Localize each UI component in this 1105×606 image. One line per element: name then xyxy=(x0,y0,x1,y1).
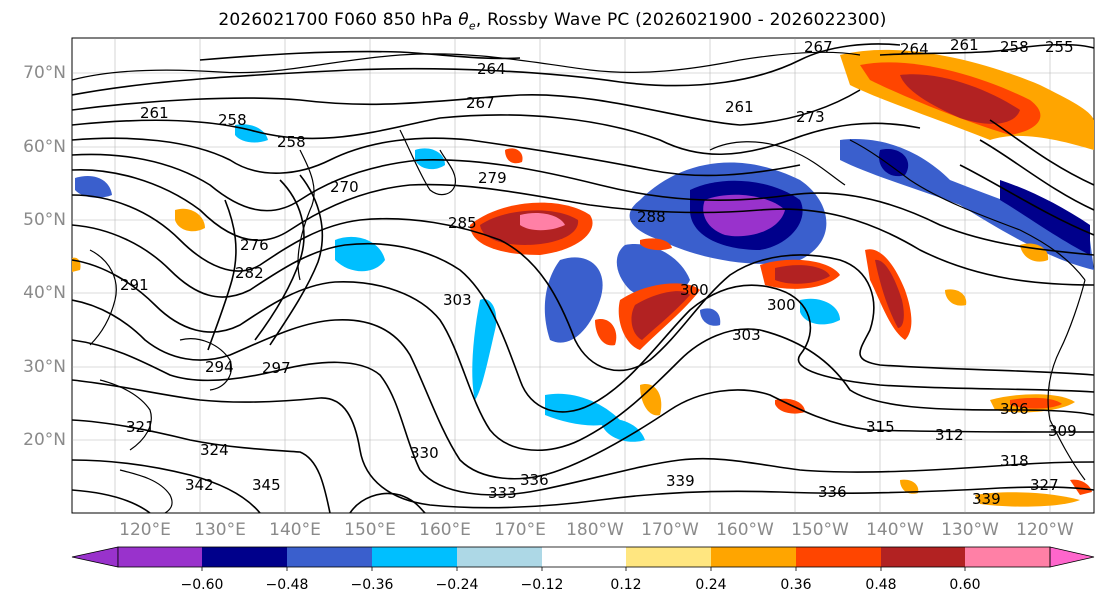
colorbar-segment xyxy=(881,547,965,567)
colorbar-segment xyxy=(626,547,711,567)
lon-label: 160°E xyxy=(419,520,471,540)
colorbar-segment xyxy=(202,547,287,567)
coastlines xyxy=(72,51,1086,513)
colorbar-low-arrow xyxy=(71,546,119,568)
colorbar-tick-label: −0.12 xyxy=(520,577,564,593)
colorbar-segment xyxy=(118,547,202,567)
map-area: 261 258 258 264 267 267 264 261 258 255 … xyxy=(72,36,1094,513)
colorbar-tick-label: 0.24 xyxy=(695,577,727,593)
lon-label: 170°W xyxy=(641,520,699,540)
contour-label: 261 xyxy=(950,36,979,54)
lon-label: 130°W xyxy=(941,520,999,540)
lon-label: 120°W xyxy=(1016,520,1074,540)
contour-label: 270 xyxy=(330,178,359,196)
contour-label: 339 xyxy=(972,490,1001,508)
map-title: 2026021700 F060 850 hPa θe, Rossby Wave … xyxy=(218,10,887,33)
contour-label-group: 261 258 258 264 267 267 264 261 258 255 … xyxy=(120,36,1077,508)
contour-label: 288 xyxy=(637,208,666,226)
contour-label: 327 xyxy=(1030,476,1059,494)
contour-label: 255 xyxy=(1045,38,1074,56)
contour-label: 303 xyxy=(732,326,761,344)
colorbar-outline xyxy=(117,546,1051,568)
contour-label: 315 xyxy=(866,418,895,436)
contour-label: 324 xyxy=(200,441,229,459)
shading-negative xyxy=(75,124,1094,442)
lon-label: 140°E xyxy=(269,520,321,540)
colorbar-tick-label: 0.36 xyxy=(780,577,812,593)
contour-label: 303 xyxy=(443,291,472,309)
colorbar-tick-label: 0.60 xyxy=(949,577,981,593)
lat-label: 20°N xyxy=(23,430,66,450)
lon-label: 140°W xyxy=(866,520,924,540)
contour-label: 279 xyxy=(478,169,507,187)
colorbar-tick-label: −0.48 xyxy=(265,577,309,593)
contour-label: 258 xyxy=(277,133,306,151)
contour-label: 258 xyxy=(218,111,247,129)
lon-label: 150°E xyxy=(344,520,396,540)
contour-label: 258 xyxy=(1000,38,1029,56)
lon-label: 170°E xyxy=(494,520,546,540)
contour-label: 330 xyxy=(410,444,439,462)
colorbar xyxy=(71,546,1095,571)
contour-label: 309 xyxy=(1048,422,1077,440)
contour-label: 318 xyxy=(1000,452,1029,470)
contour-label: 339 xyxy=(666,472,695,490)
contour-label: 300 xyxy=(680,281,709,299)
theta-e-contours xyxy=(72,43,1094,513)
contour-label: 345 xyxy=(252,476,281,494)
colorbar-tick-label: −0.24 xyxy=(435,577,479,593)
colorbar-tick-label: −0.36 xyxy=(350,577,394,593)
lat-label: 30°N xyxy=(23,357,66,377)
contour-label: 276 xyxy=(240,236,269,254)
contour-label: 294 xyxy=(205,358,234,376)
lat-label: 60°N xyxy=(23,137,66,157)
lon-label: 150°W xyxy=(791,520,849,540)
colorbar-segment xyxy=(711,547,796,567)
lon-label: 160°W xyxy=(716,520,774,540)
lon-label: 120°E xyxy=(119,520,171,540)
contour-label: 261 xyxy=(140,104,169,122)
lon-label: 180°W xyxy=(566,520,624,540)
contour-label: 336 xyxy=(818,483,847,501)
colorbar-segment xyxy=(372,547,457,567)
colorbar-segment xyxy=(287,547,372,567)
colorbar-high-arrow xyxy=(1049,546,1095,568)
contour-label: 342 xyxy=(185,476,214,494)
lat-label: 50°N xyxy=(23,210,66,230)
contour-label: 282 xyxy=(235,264,264,282)
lon-label: 130°E xyxy=(194,520,246,540)
contour-label: 264 xyxy=(900,40,929,58)
colorbar-tick-label: 0.48 xyxy=(865,577,897,593)
contour-label: 285 xyxy=(448,214,477,232)
shading-positive xyxy=(72,49,1094,507)
contour-label: 297 xyxy=(262,359,291,377)
contour-label: 333 xyxy=(488,484,517,502)
contour-label: 267 xyxy=(466,94,495,112)
contour-label: 273 xyxy=(796,108,825,126)
lat-label: 40°N xyxy=(23,283,66,303)
contour-label: 261 xyxy=(725,98,754,116)
colorbar-segment xyxy=(457,547,542,567)
contour-label: 336 xyxy=(520,471,549,489)
contour-label: 300 xyxy=(767,296,796,314)
colorbar-segment xyxy=(965,547,1050,567)
contour-label: 306 xyxy=(1000,400,1029,418)
contour-label: 267 xyxy=(804,38,833,56)
contour-label: 312 xyxy=(935,426,964,444)
colorbar-tick-label: 0.12 xyxy=(610,577,642,593)
colorbar-segment xyxy=(542,547,626,567)
contour-label: 264 xyxy=(477,60,506,78)
contour-label: 291 xyxy=(120,276,149,294)
colorbar-tick-label: −0.60 xyxy=(180,577,224,593)
contour-label: 321 xyxy=(126,418,155,436)
colorbar-segment xyxy=(796,547,881,567)
lat-label: 70°N xyxy=(23,63,66,83)
